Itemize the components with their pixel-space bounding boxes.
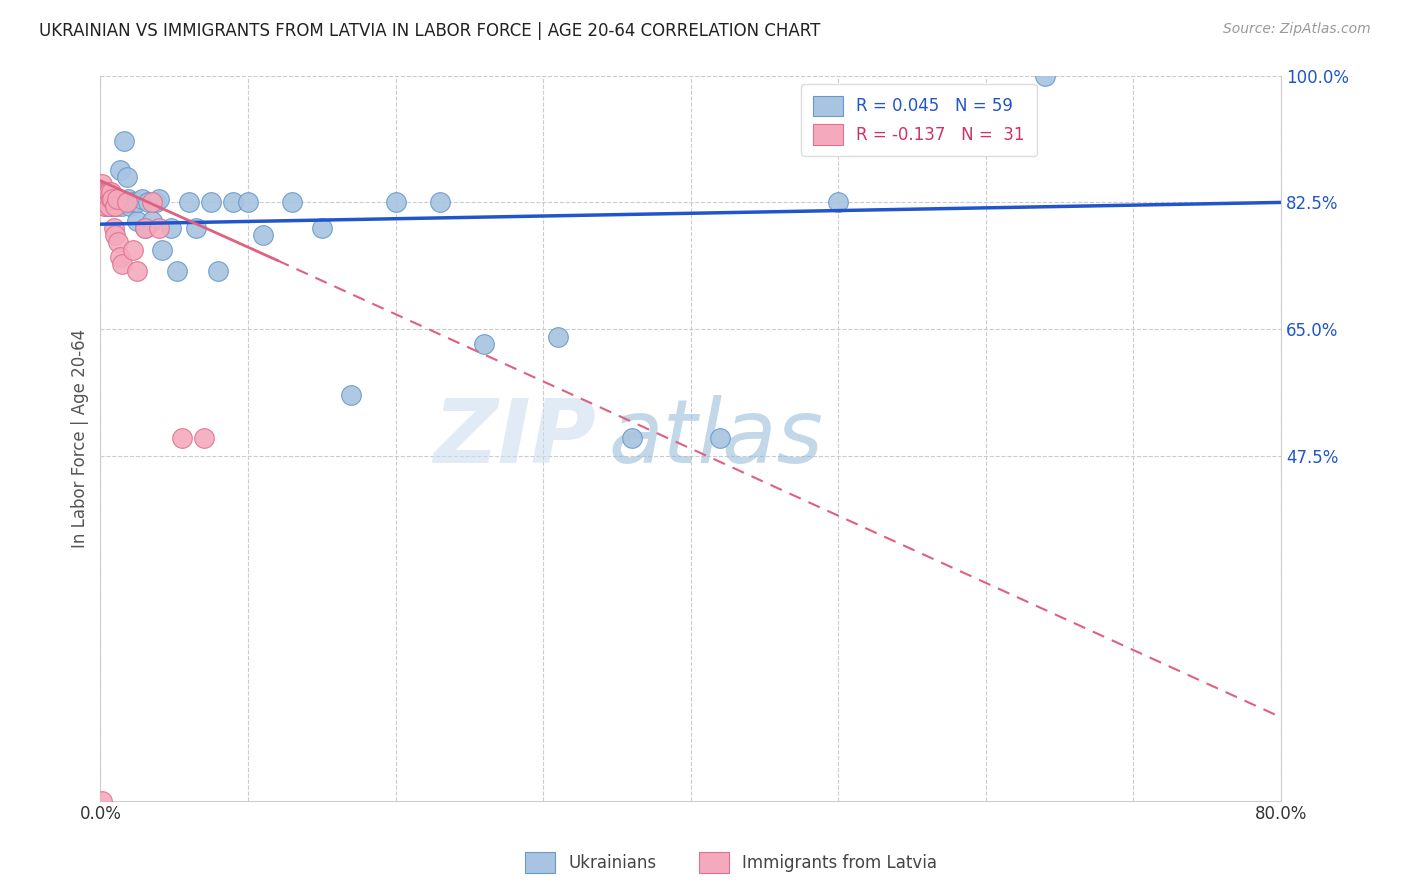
Point xyxy=(96,185,118,199)
Point xyxy=(98,199,121,213)
Point xyxy=(110,195,132,210)
Point xyxy=(472,336,495,351)
Point xyxy=(177,195,200,210)
Point xyxy=(104,195,127,210)
Point xyxy=(100,192,122,206)
Point xyxy=(131,192,153,206)
Point xyxy=(97,192,120,206)
Point xyxy=(384,195,406,210)
Legend: Ukrainians, Immigrants from Latvia: Ukrainians, Immigrants from Latvia xyxy=(519,846,943,880)
Point xyxy=(101,192,124,206)
Point xyxy=(96,195,118,210)
Point xyxy=(104,199,127,213)
Point xyxy=(101,192,124,206)
Point xyxy=(827,195,849,210)
Point xyxy=(100,195,122,210)
Point xyxy=(311,220,333,235)
Point xyxy=(117,192,139,206)
Point xyxy=(96,192,118,206)
Point xyxy=(104,227,127,242)
Point xyxy=(186,220,208,235)
Point xyxy=(90,192,112,206)
Point xyxy=(107,195,129,210)
Point xyxy=(98,199,121,213)
Point xyxy=(103,220,125,235)
Point xyxy=(90,794,112,808)
Point xyxy=(90,178,112,192)
Point xyxy=(101,195,124,210)
Point xyxy=(160,220,183,235)
Point xyxy=(127,213,149,227)
Point xyxy=(98,185,121,199)
Point xyxy=(141,195,163,210)
Point xyxy=(105,192,128,206)
Point xyxy=(108,250,131,264)
Point xyxy=(429,195,451,210)
Point xyxy=(127,264,149,278)
Point xyxy=(709,431,731,445)
Point xyxy=(94,199,117,213)
Point xyxy=(620,431,643,445)
Point xyxy=(141,213,163,227)
Point xyxy=(127,195,149,210)
Point xyxy=(108,162,131,177)
Point xyxy=(236,195,259,210)
Point xyxy=(118,199,141,213)
Point xyxy=(193,431,215,445)
Point xyxy=(97,199,120,213)
Point xyxy=(547,329,569,343)
Point xyxy=(148,220,170,235)
Point xyxy=(96,185,118,199)
Point xyxy=(103,199,125,213)
Point xyxy=(200,195,222,210)
Point xyxy=(105,192,128,206)
Legend: R = 0.045   N = 59, R = -0.137   N =  31: R = 0.045 N = 59, R = -0.137 N = 31 xyxy=(801,84,1036,156)
Text: atlas: atlas xyxy=(607,395,823,481)
Point xyxy=(90,195,112,210)
Point xyxy=(97,195,120,210)
Point xyxy=(91,192,114,206)
Point xyxy=(98,192,121,206)
Text: ZIP: ZIP xyxy=(433,394,596,482)
Point xyxy=(136,195,159,210)
Point xyxy=(107,235,129,250)
Point xyxy=(111,199,134,213)
Point xyxy=(150,243,173,257)
Point xyxy=(121,243,143,257)
Point xyxy=(103,195,125,210)
Point xyxy=(94,185,117,199)
Point xyxy=(145,195,167,210)
Point xyxy=(115,169,138,184)
Point xyxy=(121,195,143,210)
Point xyxy=(340,387,363,401)
Point xyxy=(115,195,138,210)
Point xyxy=(148,192,170,206)
Y-axis label: In Labor Force | Age 20-64: In Labor Force | Age 20-64 xyxy=(72,328,89,548)
Point xyxy=(111,257,134,271)
Point xyxy=(112,134,135,148)
Point xyxy=(134,220,156,235)
Point xyxy=(94,192,117,206)
Point xyxy=(91,195,114,210)
Point xyxy=(100,199,122,213)
Point xyxy=(1033,69,1056,83)
Point xyxy=(100,185,122,199)
Point xyxy=(166,264,188,278)
Point xyxy=(97,185,120,199)
Text: Source: ZipAtlas.com: Source: ZipAtlas.com xyxy=(1223,22,1371,37)
Point xyxy=(252,227,274,242)
Point xyxy=(134,220,156,235)
Point xyxy=(207,264,229,278)
Point xyxy=(281,195,304,210)
Point xyxy=(94,199,117,213)
Point xyxy=(91,185,114,199)
Text: UKRAINIAN VS IMMIGRANTS FROM LATVIA IN LABOR FORCE | AGE 20-64 CORRELATION CHART: UKRAINIAN VS IMMIGRANTS FROM LATVIA IN L… xyxy=(39,22,821,40)
Point xyxy=(91,192,114,206)
Point xyxy=(170,431,193,445)
Point xyxy=(105,199,128,213)
Point xyxy=(222,195,245,210)
Point xyxy=(104,192,127,206)
